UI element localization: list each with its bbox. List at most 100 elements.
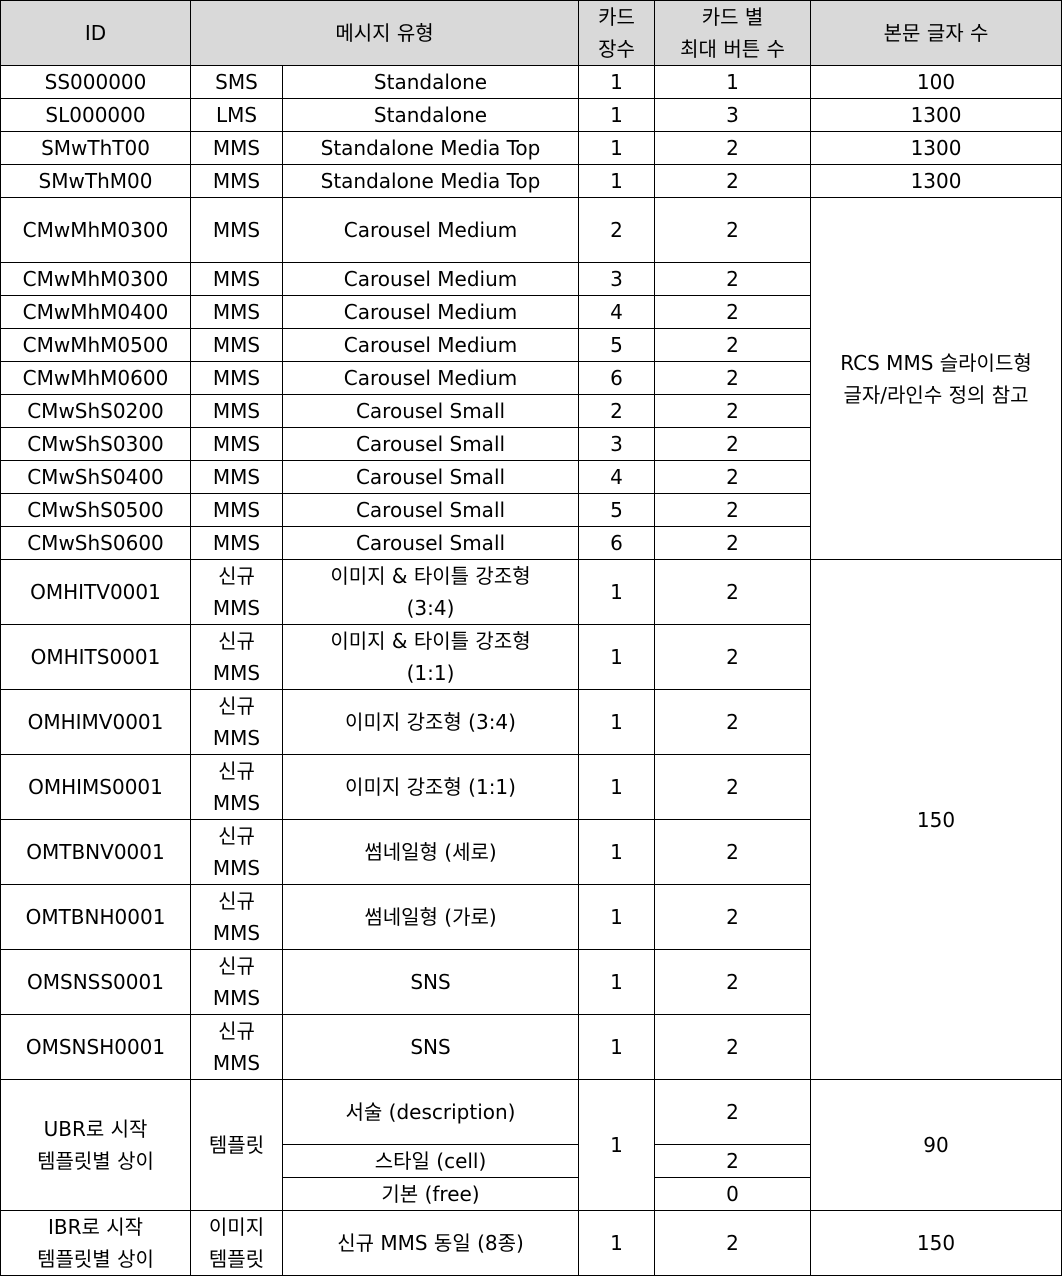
- cell-cards: 1: [578, 949, 656, 1015]
- cell-buttons: 2: [654, 526, 812, 560]
- cell-name: Carousel Small: [281, 526, 580, 560]
- header-card-count: 카드 장수: [578, 0, 656, 66]
- table-row: CMwMhM0300 MMS Carousel Medium 2 2 RCS M…: [0, 197, 1063, 560]
- header-row: ID 메시지 유형 카드 장수 카드 별 최대 버튼 수 본문 글자 수: [0, 0, 1063, 66]
- cell-cards: 1: [578, 689, 656, 755]
- table-row: IBR로 시작 템플릿별 상이 이미지 템플릿 신규 MMS 동일 (8종) 1 2…: [0, 1210, 1063, 1276]
- cell-id: OMSNSS0001: [0, 949, 191, 1015]
- cell-buttons: 2: [654, 427, 812, 461]
- cell-buttons: 2: [654, 819, 812, 885]
- cell-kind: LMS: [190, 98, 283, 132]
- header-id: ID: [0, 0, 191, 66]
- cell-kind: MMS: [190, 394, 283, 428]
- cell-kind: MMS: [190, 526, 283, 560]
- header-body-chars: 본문 글자 수: [810, 0, 1063, 66]
- table-row: OMHITV0001 신규 MMS 이미지 & 타이틀 강조형 (3:4) 1 2 …: [0, 559, 1063, 1080]
- cell-cards: 1: [578, 131, 656, 165]
- cell-id: CMwShS0600: [0, 526, 191, 560]
- cell-buttons: 2: [654, 197, 812, 263]
- cell-buttons: 2: [654, 295, 812, 329]
- cell-chars: 1300: [810, 131, 1063, 165]
- cell-ubr-id: UBR로 시작 템플릿별 상이: [0, 1079, 191, 1211]
- cell-chars: 1300: [810, 164, 1063, 198]
- cell-buttons: 1: [654, 65, 812, 99]
- cell-cards: 5: [578, 328, 656, 362]
- cell-buttons: 2: [654, 1014, 812, 1080]
- cell-id: OMHITV0001: [0, 559, 191, 625]
- cell-name: 기본 (free): [281, 1177, 580, 1211]
- cell-kind: 신규 MMS: [190, 819, 283, 885]
- header-message-type: 메시지 유형: [189, 0, 580, 66]
- cell-ibr-id: IBR로 시작 템플릿별 상이: [0, 1210, 191, 1276]
- header-max-buttons: 카드 별 최대 버튼 수: [654, 0, 812, 66]
- cell-kind: MMS: [190, 197, 283, 263]
- cell-kind: 신규 MMS: [190, 884, 283, 950]
- cell-name: 이미지 & 타이틀 강조형 (3:4): [281, 559, 580, 625]
- cell-cards: 1: [578, 1210, 656, 1276]
- cell-buttons: 2: [654, 493, 812, 527]
- cell-kind: 신규 MMS: [190, 949, 283, 1015]
- cell-id: SMwThM00: [0, 164, 191, 198]
- cell-buttons: 2: [654, 164, 812, 198]
- cell-cards: 4: [578, 295, 656, 329]
- cell-name: Standalone: [281, 98, 580, 132]
- cell-id: CMwShS0400: [0, 460, 191, 494]
- cell-cards: 1: [578, 559, 656, 625]
- table-row: SMwThM00 MMS Standalone Media Top 1 2 13…: [0, 164, 1063, 198]
- cell-name: 썸네일형 (가로): [281, 884, 580, 950]
- cell-id: OMHIMS0001: [0, 754, 191, 820]
- cell-kind: 신규 MMS: [190, 624, 283, 690]
- cell-name: SNS: [281, 949, 580, 1015]
- cell-kind: MMS: [190, 131, 283, 165]
- cell-chars: 100: [810, 65, 1063, 99]
- cell-id: OMSNSH0001: [0, 1014, 191, 1080]
- table-row: SL000000 LMS Standalone 1 3 1300: [0, 98, 1063, 132]
- cell-id: CMwMhM0400: [0, 295, 191, 329]
- cell-id: CMwMhM0600: [0, 361, 191, 395]
- cell-name: 신규 MMS 동일 (8종): [281, 1210, 580, 1276]
- cell-kind: MMS: [190, 361, 283, 395]
- cell-id: SMwThT00: [0, 131, 191, 165]
- cell-cards: 4: [578, 460, 656, 494]
- cell-buttons: 2: [654, 689, 812, 755]
- cell-id: OMHIMV0001: [0, 689, 191, 755]
- table-row: OMHIMV0001 신규 MMS 이미지 강조형 (3:4) 1 2: [0, 689, 1062, 755]
- cell-kind: MMS: [190, 460, 283, 494]
- cell-chars: 150: [810, 1210, 1063, 1276]
- cell-name: 서술 (description): [281, 1079, 580, 1145]
- cell-new-mms-chars: 150: [810, 559, 1063, 1080]
- cell-buttons: 0: [654, 1177, 812, 1211]
- cell-buttons: 2: [654, 131, 812, 165]
- table-row: SS000000 SMS Standalone 1 1 100: [0, 65, 1063, 99]
- cell-ubr-chars: 90: [810, 1079, 1063, 1211]
- cell-name: 이미지 & 타이틀 강조형 (1:1): [281, 624, 580, 690]
- cell-buttons: 2: [654, 328, 812, 362]
- table-row: SMwThT00 MMS Standalone Media Top 1 2 13…: [0, 131, 1063, 165]
- table-row: OMSNSS0001 신규 MMS SNS 1 2: [0, 949, 1062, 1015]
- cell-cards: 6: [578, 361, 656, 395]
- cell-buttons: 2: [654, 1210, 812, 1276]
- cell-kind: SMS: [190, 65, 283, 99]
- cell-kind: MMS: [190, 427, 283, 461]
- cell-name: 이미지 강조형 (3:4): [281, 689, 580, 755]
- cell-cards: 1: [578, 624, 656, 690]
- cell-buttons: 2: [654, 624, 812, 690]
- cell-name: Carousel Medium: [281, 262, 580, 296]
- cell-ubr-cards: 1: [578, 1079, 656, 1211]
- cell-kind: 신규 MMS: [190, 1014, 283, 1080]
- cell-buttons: 2: [654, 460, 812, 494]
- cell-ubr-kind: 템플릿: [190, 1079, 283, 1211]
- cell-id: CMwShS0500: [0, 493, 191, 527]
- cell-name: Standalone: [281, 65, 580, 99]
- table-row: OMHITS0001 신규 MMS 이미지 & 타이틀 강조형 (1:1) 1 2: [0, 624, 1062, 690]
- cell-id: CMwShS0200: [0, 394, 191, 428]
- cell-id: SL000000: [0, 98, 191, 132]
- cell-name: Carousel Small: [281, 460, 580, 494]
- cell-id: OMHITS0001: [0, 624, 191, 690]
- cell-name: Carousel Medium: [281, 197, 580, 263]
- cell-name: Carousel Small: [281, 394, 580, 428]
- cell-kind: MMS: [190, 164, 283, 198]
- cell-kind: 신규 MMS: [190, 689, 283, 755]
- cell-kind: MMS: [190, 328, 283, 362]
